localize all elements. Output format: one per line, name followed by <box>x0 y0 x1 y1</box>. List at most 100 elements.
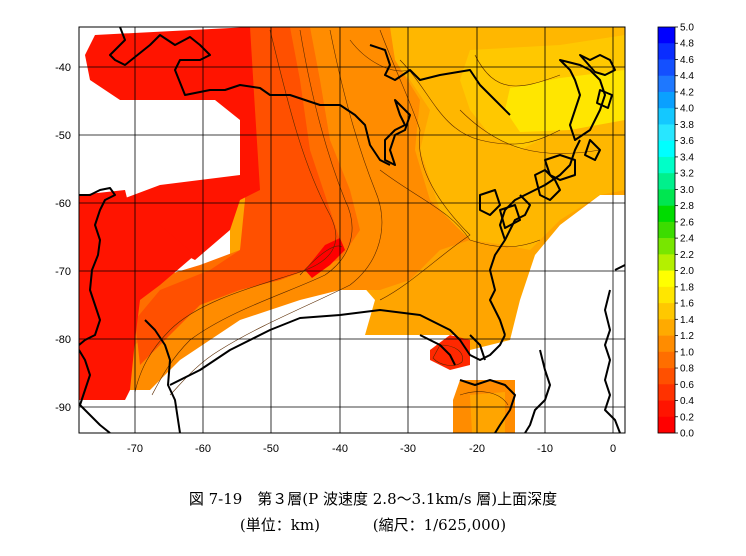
x-tick-label: -10 <box>537 443 553 455</box>
coastline <box>544 154 576 181</box>
colorbar-label: 4.6 <box>680 55 694 66</box>
colorbar-swatch <box>658 124 675 141</box>
depth-field-southwest-red <box>430 335 470 370</box>
x-tick-label: -70 <box>127 443 143 455</box>
coastline <box>534 169 561 201</box>
colorbar-label: 3.4 <box>680 152 694 163</box>
colorbar-swatch <box>658 140 675 158</box>
colorbar-label: 2.8 <box>680 201 694 212</box>
colorbar-label: 1.8 <box>680 282 694 293</box>
colorbar-swatch <box>658 156 675 174</box>
depth-map: -40 -50 -60 -70 -80 -90 -70 -60 -50 -40 … <box>55 23 694 456</box>
unit-label: (単位：km) <box>239 516 320 534</box>
colorbar-label: 5.0 <box>680 23 694 34</box>
colorbar-label: 2.0 <box>680 266 694 277</box>
contour-lines <box>134 29 601 406</box>
colorbar-label: 3.2 <box>680 169 694 180</box>
colorbar-swatch <box>658 173 675 190</box>
depth-field-south-patch-light <box>470 392 505 433</box>
colorbar-swatch <box>658 189 675 206</box>
colorbar-swatch <box>658 335 675 353</box>
figure-caption-units: (単位：km) (縮尺：1/625,000) <box>0 514 746 535</box>
coastline <box>144 319 181 433</box>
coastline <box>459 379 516 433</box>
colorbar-swatch <box>658 416 675 434</box>
scale-label: (縮尺：1/625,000) <box>372 516 507 534</box>
y-tick-label: -80 <box>55 334 71 346</box>
colorbar-swatch <box>658 400 675 418</box>
coastline <box>499 204 521 229</box>
coastline <box>169 309 506 386</box>
coastline <box>596 89 613 109</box>
colorbar-swatch <box>658 43 675 60</box>
colorbar-label: 0.4 <box>680 396 694 407</box>
prefecture-boundary <box>109 27 391 166</box>
y-axis: -40 -50 -60 -70 -80 -90 <box>55 62 71 414</box>
colorbar-swatch <box>658 91 675 109</box>
contour-line <box>169 29 383 396</box>
depth-field-bright-yellow <box>505 70 625 132</box>
map-grid <box>79 27 625 433</box>
colorbar-swatch <box>658 254 675 271</box>
y-tick-label: -40 <box>55 62 71 74</box>
colorbar-label: 1.6 <box>680 299 694 310</box>
x-tick-label: -20 <box>469 443 485 455</box>
colorbar-label: 2.6 <box>680 217 694 228</box>
contour-line <box>349 39 411 72</box>
contour-line <box>151 29 353 396</box>
coastline <box>559 59 606 141</box>
colorbar-label: 0.8 <box>680 364 694 375</box>
colorbar-frame <box>657 26 676 434</box>
coastline <box>79 349 111 433</box>
colorbar-label: 3.8 <box>680 120 694 131</box>
map-plot-area <box>79 27 625 433</box>
contour-line <box>432 344 463 366</box>
contour-line <box>474 54 561 87</box>
y-tick-label: -50 <box>55 130 71 142</box>
contour-line <box>399 59 561 145</box>
coastline <box>79 187 116 346</box>
y-tick-label: -60 <box>55 198 71 210</box>
coastline <box>604 264 625 433</box>
coastline <box>584 139 601 161</box>
depth-field-red-orange <box>135 27 340 365</box>
colorbar-swatch <box>658 75 675 93</box>
depth-field-red-west <box>79 190 195 400</box>
contour-line <box>379 29 471 301</box>
colorbar-swatch <box>658 286 675 304</box>
colorbar-swatch <box>658 59 675 77</box>
colorbar-swatch <box>658 108 675 125</box>
colorbar-swatch <box>658 238 675 255</box>
colorbar-label: 1.4 <box>680 315 694 326</box>
colorbar-swatch <box>658 205 675 223</box>
coastline <box>469 334 486 361</box>
colorbar-label: 0.6 <box>680 380 694 391</box>
colorbar-label: 0.0 <box>680 429 694 440</box>
x-tick-label: 0 <box>610 443 616 455</box>
x-tick-label: -60 <box>195 443 211 455</box>
colorbar-label: 2.4 <box>680 234 694 245</box>
colorbar-swatch <box>658 221 675 239</box>
colorbar: 5.0 4.8 4.6 4.4 4.2 4.0 3.8 3.6 3.4 3.2 3.0 2.8 2.6 2… <box>657 23 694 440</box>
x-tick-label: -50 <box>263 443 279 455</box>
contour-line <box>459 109 601 154</box>
coastlines <box>79 27 625 433</box>
colorbar-swatch <box>658 27 675 44</box>
colorbar-swatch <box>658 319 675 336</box>
colorbar-label: 1.0 <box>680 347 694 358</box>
y-tick-label: -90 <box>55 402 71 414</box>
contour-line <box>379 169 541 248</box>
depth-field-red-peak <box>305 238 345 278</box>
colorbar-label: 0.2 <box>680 412 694 423</box>
colorbar-label: 3.0 <box>680 185 694 196</box>
x-tick-label: -40 <box>332 443 348 455</box>
colorbar-label: 4.0 <box>680 104 694 115</box>
colorbar-label: 2.2 <box>680 250 694 261</box>
figure-caption: 図 7-19 第３層(P 波速度 2.8～3.1km/s 層)上面深度 <box>188 490 558 508</box>
colorbar-label: 4.2 <box>680 87 694 98</box>
prefecture-boundary <box>369 44 511 116</box>
colorbar-label: 1.2 <box>680 331 694 342</box>
colorbar-label: 4.4 <box>680 71 694 82</box>
coastline <box>524 349 551 433</box>
coastline <box>419 334 456 366</box>
